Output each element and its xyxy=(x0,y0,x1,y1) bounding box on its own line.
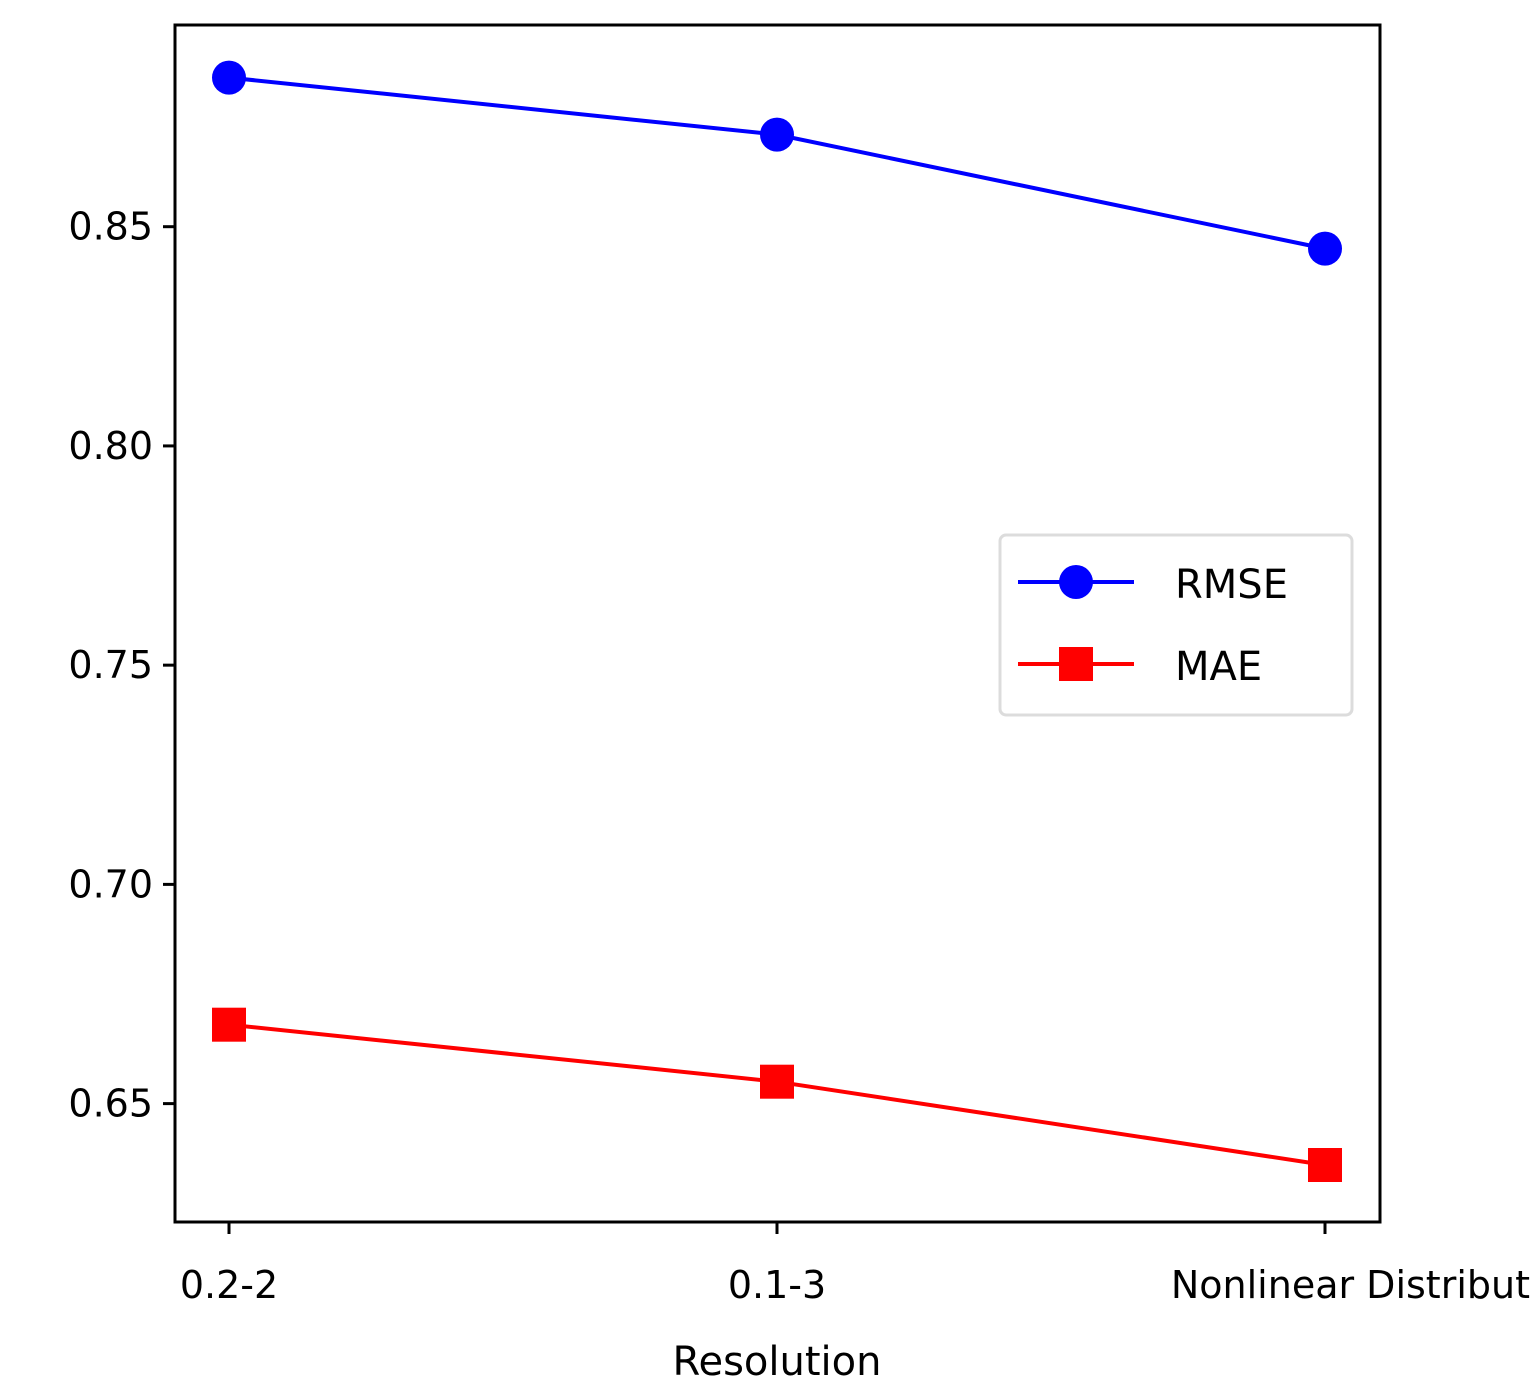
y-tick-label: 0.80 xyxy=(68,424,153,468)
data-point-rmse xyxy=(212,60,246,95)
y-tick-label: 0.85 xyxy=(68,205,153,249)
data-point-rmse xyxy=(1308,231,1342,266)
y-tick-label: 0.75 xyxy=(68,643,153,687)
x-axis-label: Resolution xyxy=(672,1339,881,1385)
x-axis-ticks: 0.2-2 0.1-3 Nonlinear Distribut xyxy=(180,1222,1530,1307)
y-tick-label: 0.70 xyxy=(68,862,153,906)
series-layer xyxy=(212,60,1342,1182)
legend-label-mae: MAE xyxy=(1175,644,1262,690)
data-point-mae xyxy=(212,1007,246,1042)
data-point-mae xyxy=(760,1064,794,1099)
x-tick-label: 0.1-3 xyxy=(728,1263,826,1307)
y-axis-ticks: 0.65 0.70 0.75 0.80 0.85 xyxy=(68,205,175,1126)
plot-frame xyxy=(173,23,1382,1224)
legend-marker-rmse xyxy=(1059,565,1093,599)
y-tick-label: 0.65 xyxy=(68,1082,153,1126)
x-tick-label: 0.2-2 xyxy=(180,1263,278,1307)
legend: RMSE MAE xyxy=(998,533,1354,717)
legend-marker-mae xyxy=(1059,647,1093,681)
data-point-rmse xyxy=(760,117,794,152)
legend-label-rmse: RMSE xyxy=(1175,562,1288,608)
data-point-mae xyxy=(1308,1148,1342,1182)
x-tick-label: Nonlinear Distribut xyxy=(1171,1263,1530,1307)
